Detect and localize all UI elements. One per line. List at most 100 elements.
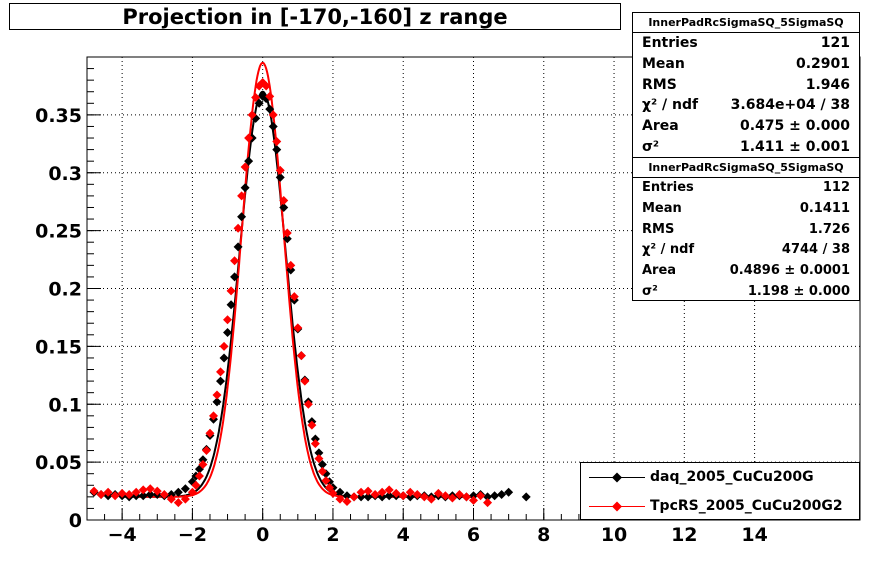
stats-row-area: Area 0.475 ± 0.000 bbox=[642, 118, 850, 135]
data-point bbox=[461, 492, 471, 502]
data-point bbox=[454, 490, 464, 500]
data-point bbox=[286, 265, 296, 275]
data-point bbox=[145, 484, 155, 494]
x-tick-label: 4 bbox=[397, 524, 410, 546]
x-tick-label: 6 bbox=[467, 524, 480, 546]
stats-row-sigma2: σ² 1.411 ± 0.001 bbox=[642, 138, 850, 155]
fit-curves bbox=[122, 61, 474, 498]
data-point bbox=[138, 485, 148, 495]
stats-row-sigma2: σ² 1.198 ± 0.000 bbox=[642, 283, 850, 299]
data-point bbox=[117, 488, 127, 498]
data-point bbox=[384, 485, 394, 495]
data-point bbox=[212, 390, 222, 400]
data-point bbox=[405, 492, 415, 502]
data-point bbox=[110, 491, 120, 501]
data-point bbox=[469, 495, 478, 505]
data-point bbox=[103, 487, 113, 497]
data-points bbox=[89, 77, 531, 508]
data-point bbox=[96, 490, 106, 500]
fit-curve bbox=[122, 90, 474, 498]
data-point bbox=[233, 242, 243, 252]
stats-box-daq: InnerPadRcSigmaSQ_5SigmaSQ Entries 121 Me… bbox=[632, 12, 860, 158]
stats-row-entries: Entries 121 bbox=[642, 35, 850, 51]
data-point bbox=[180, 494, 190, 504]
data-point bbox=[279, 196, 289, 206]
data-point bbox=[377, 487, 387, 497]
chart-title: Projection in [-170,-160] z range bbox=[9, 3, 621, 30]
y-tick-label: 0.3 bbox=[48, 163, 82, 185]
data-point bbox=[279, 202, 289, 212]
data-point bbox=[483, 492, 493, 502]
y-tick-label: 0.2 bbox=[48, 279, 82, 301]
data-point bbox=[497, 490, 507, 500]
data-point bbox=[268, 121, 278, 131]
y-tick-label: 0.1 bbox=[48, 394, 82, 416]
y-tick-label: 0.05 bbox=[35, 452, 82, 474]
data-point bbox=[166, 494, 176, 504]
data-point bbox=[152, 486, 162, 496]
legend-label: TpcRS_2005_CuCu200G2 bbox=[650, 498, 843, 514]
data-point bbox=[426, 494, 436, 504]
data-point bbox=[233, 223, 243, 233]
data-point bbox=[244, 156, 254, 166]
legend: daq_2005_CuCu200G TpcRS_2005_CuCu200G2 bbox=[580, 462, 860, 520]
data-point bbox=[124, 490, 134, 500]
data-point bbox=[356, 487, 366, 497]
data-point bbox=[219, 353, 229, 363]
stats-box-tpcrs: InnerPadRcSigmaSQ_5SigmaSQ Entries 112 Me… bbox=[632, 157, 860, 301]
x-tick-label: 12 bbox=[671, 524, 697, 546]
data-point bbox=[286, 260, 296, 270]
data-point bbox=[307, 420, 317, 430]
data-point bbox=[476, 491, 486, 501]
data-point bbox=[293, 323, 303, 333]
data-point bbox=[405, 487, 415, 497]
data-point bbox=[219, 341, 229, 351]
data-point bbox=[230, 272, 240, 282]
data-point bbox=[310, 439, 320, 449]
data-point bbox=[363, 486, 373, 496]
stats-row-chi2: χ² / ndf 4744 / 38 bbox=[642, 242, 850, 258]
stats-row-area: Area 0.4896 ± 0.0001 bbox=[642, 263, 850, 279]
data-point bbox=[251, 93, 261, 103]
data-point bbox=[440, 491, 450, 501]
data-point bbox=[324, 483, 334, 493]
data-point bbox=[370, 490, 380, 500]
legend-label: daq_2005_CuCu200G bbox=[650, 469, 814, 485]
x-tick-label: 0 bbox=[256, 524, 269, 546]
stats-header: InnerPadRcSigmaSQ_5SigmaSQ bbox=[633, 158, 859, 178]
data-point bbox=[173, 487, 183, 497]
stats-row-mean: Mean 0.1411 bbox=[642, 200, 850, 216]
data-point bbox=[289, 292, 299, 302]
data-point bbox=[240, 183, 250, 193]
data-point bbox=[363, 492, 373, 502]
data-point bbox=[208, 411, 218, 421]
y-tick-label: 0.15 bbox=[35, 336, 82, 358]
data-point bbox=[349, 492, 359, 502]
data-point bbox=[447, 493, 457, 503]
legend-entry-daq: daq_2005_CuCu200G bbox=[581, 463, 859, 492]
data-point bbox=[391, 488, 401, 498]
data-point bbox=[223, 315, 233, 325]
data-point bbox=[272, 145, 282, 155]
data-point bbox=[275, 172, 285, 182]
data-point bbox=[216, 367, 226, 377]
data-point bbox=[296, 351, 306, 361]
data-point bbox=[342, 496, 352, 506]
data-point bbox=[198, 459, 208, 469]
data-point bbox=[275, 165, 285, 175]
data-point bbox=[310, 434, 320, 444]
data-point bbox=[317, 466, 327, 476]
data-point bbox=[138, 491, 148, 501]
stats-row-rms: RMS 1.946 bbox=[642, 76, 850, 93]
data-point bbox=[412, 490, 422, 500]
stats-row-entries: Entries 112 bbox=[642, 180, 850, 195]
x-tick-label: −2 bbox=[178, 524, 207, 546]
data-point bbox=[226, 300, 236, 310]
data-point bbox=[303, 399, 313, 409]
data-point bbox=[282, 234, 292, 244]
data-point bbox=[384, 491, 394, 501]
data-point bbox=[194, 471, 204, 481]
data-point bbox=[335, 487, 345, 497]
stats-header: InnerPadRcSigmaSQ_5SigmaSQ bbox=[633, 13, 859, 33]
x-tick-label: 2 bbox=[326, 524, 339, 546]
